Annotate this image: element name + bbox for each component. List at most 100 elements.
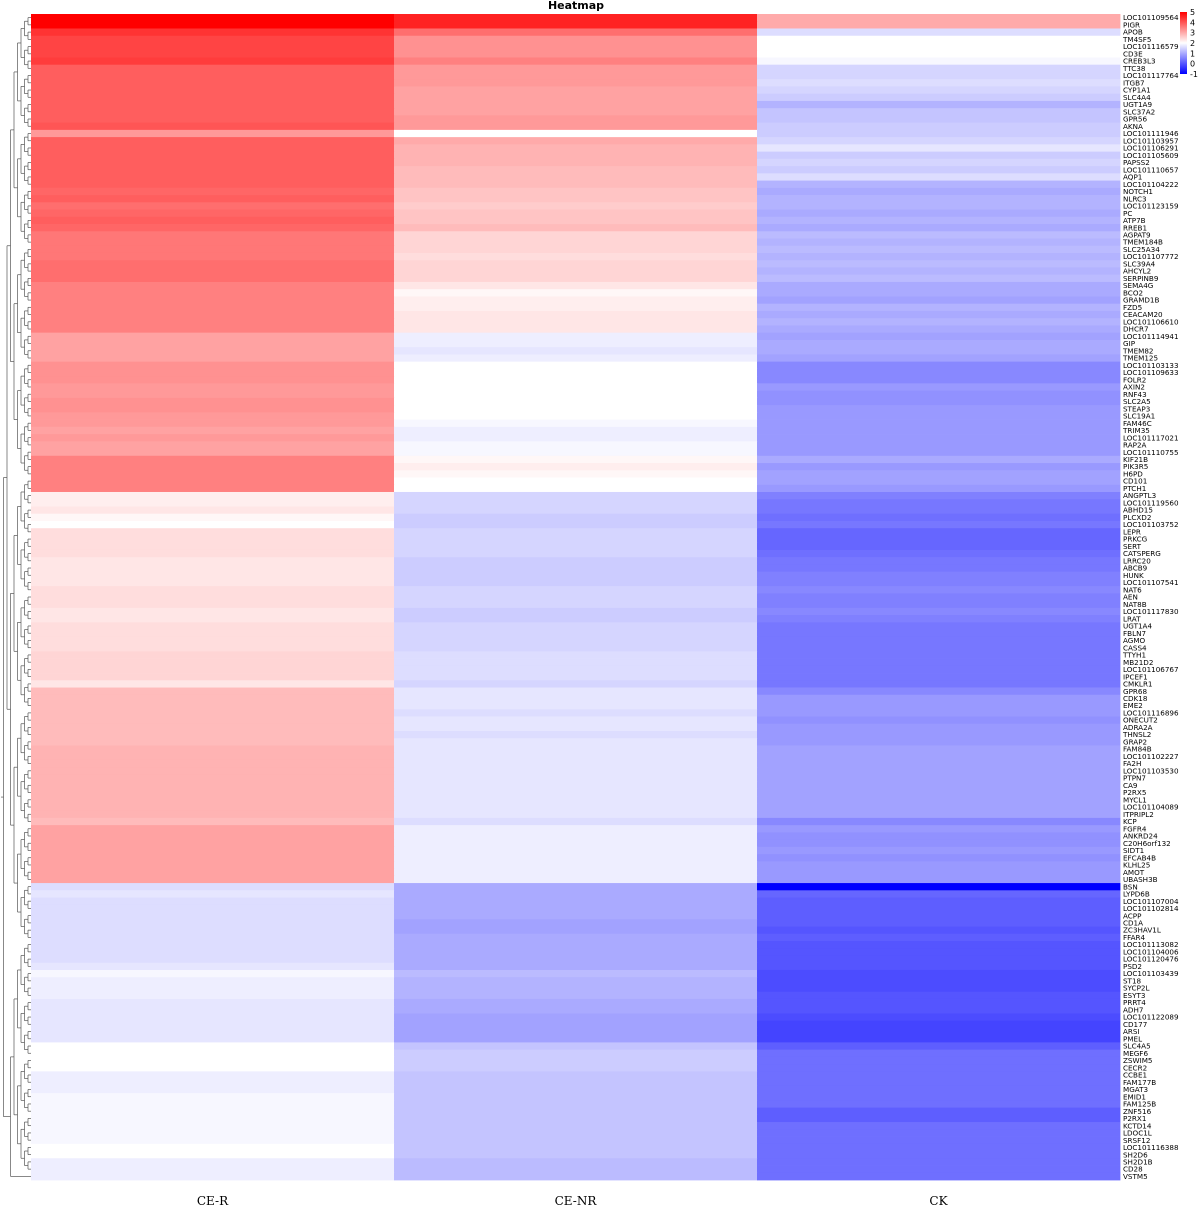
heatmap-cell [394,151,758,160]
gene-label: LOC101109564 [1123,13,1179,22]
heatmap-cell [394,354,758,363]
gene-label: PIK3R5 [1123,462,1148,471]
heatmap-cell [31,832,395,841]
heatmap-cell [757,868,1121,877]
heatmap-cell [394,615,758,623]
heatmap-cell [394,759,758,768]
heatmap-cell [31,730,395,739]
heatmap-cell [31,195,395,203]
heatmap-cell [757,245,1121,254]
heatmap-cell [394,1085,758,1094]
gene-label: AHCYL2 [1123,267,1151,276]
heatmap-cell [757,941,1121,949]
heatmap-cell [757,767,1121,775]
heatmap-cell [757,1056,1121,1065]
heatmap-cell [31,607,395,616]
heatmap-cell [757,629,1121,638]
heatmap-cell [757,390,1121,399]
heatmap-cell [394,42,758,51]
heatmap-cell [31,1035,395,1043]
heatmap-cell [394,1056,758,1065]
gene-label: TMEM125 [1122,354,1158,363]
heatmap-cell [31,491,395,500]
heatmap-cell [757,1027,1121,1036]
gene-label: TRIM35 [1122,426,1150,435]
heatmap-cell [31,709,395,717]
heatmap-cell [31,564,395,573]
heatmap-cell [31,535,395,544]
heatmap-cell [31,361,395,370]
heatmap-cell [757,962,1121,971]
heatmap-cell [757,1165,1121,1174]
gene-label: KIF21B [1123,455,1148,464]
heatmap-cell [31,752,395,761]
heatmap-cell [757,955,1121,964]
heatmap-cell [31,745,395,754]
heatmap-cell [31,665,395,674]
gene-label: LOC101104222 [1123,180,1179,189]
heatmap-cell [757,593,1121,602]
gene-label: AEN [1123,593,1138,602]
heatmap-cell [31,897,395,906]
gene-label: SLC19A1 [1123,412,1155,421]
gene-label: VSTM5 [1123,1172,1148,1181]
gene-label: CDK18 [1123,694,1148,703]
heatmap-cell [31,86,395,95]
heatmap-cell [394,180,758,189]
heatmap-cell [394,709,758,717]
heatmap-cell [394,839,758,848]
heatmap-cell [394,1136,758,1145]
heatmap-cell [757,1013,1121,1022]
color-bar-tick: 0 [1190,60,1195,69]
gene-label: AQP1 [1123,173,1142,182]
heatmap-cell [31,810,395,819]
heatmap-cell [394,817,758,826]
gene-label: CD101 [1123,477,1147,486]
heatmap-cell [757,50,1121,58]
heatmap-cell [394,310,758,319]
heatmap-cell [394,303,758,312]
heatmap-cell [757,238,1121,247]
heatmap-cell [757,499,1121,507]
heatmap-cell [394,702,758,710]
heatmap-cell [757,129,1121,138]
heatmap-cell [31,658,395,667]
gene-label: RNF43 [1123,390,1147,399]
gene-label: SIDT1 [1123,846,1144,855]
heatmap-cell [757,368,1121,377]
heatmap-cell [757,890,1121,898]
heatmap-cell [757,665,1121,674]
heatmap-cell [31,245,395,254]
heatmap-cell [31,926,395,935]
heatmap-cell [394,260,758,268]
heatmap-cell [757,470,1121,478]
heatmap-cell [394,788,758,797]
gene-label: UGT1A4 [1123,622,1152,631]
heatmap-cell [757,173,1121,181]
gene-label: MGAT3 [1123,1085,1148,1094]
heatmap-cell [757,231,1121,239]
heatmap-cell [757,564,1121,573]
heatmap-cell [31,448,395,457]
heatmap-cell [31,1100,395,1108]
heatmap-cell [757,405,1121,413]
gene-label: FA2H [1123,759,1141,768]
heatmap-cell [757,318,1121,326]
heatmap-cell [31,586,395,594]
heatmap-cell [31,14,395,22]
heatmap-cell [394,1020,758,1029]
heatmap-cell [31,1158,395,1166]
gene-label: AGMO [1123,636,1146,645]
heatmap-cell [757,455,1121,464]
heatmap-cell [31,825,395,833]
gene-label: LOC101107004 [1123,897,1179,906]
heatmap-cell [757,35,1121,44]
heatmap-cell [394,187,758,196]
heatmap-cell [31,93,395,102]
heatmap-cell [394,50,758,58]
heatmap-cell [757,571,1121,580]
heatmap-cell [394,796,758,804]
gene-label: LOC101109633 [1123,368,1179,377]
heatmap-cell [31,144,395,152]
